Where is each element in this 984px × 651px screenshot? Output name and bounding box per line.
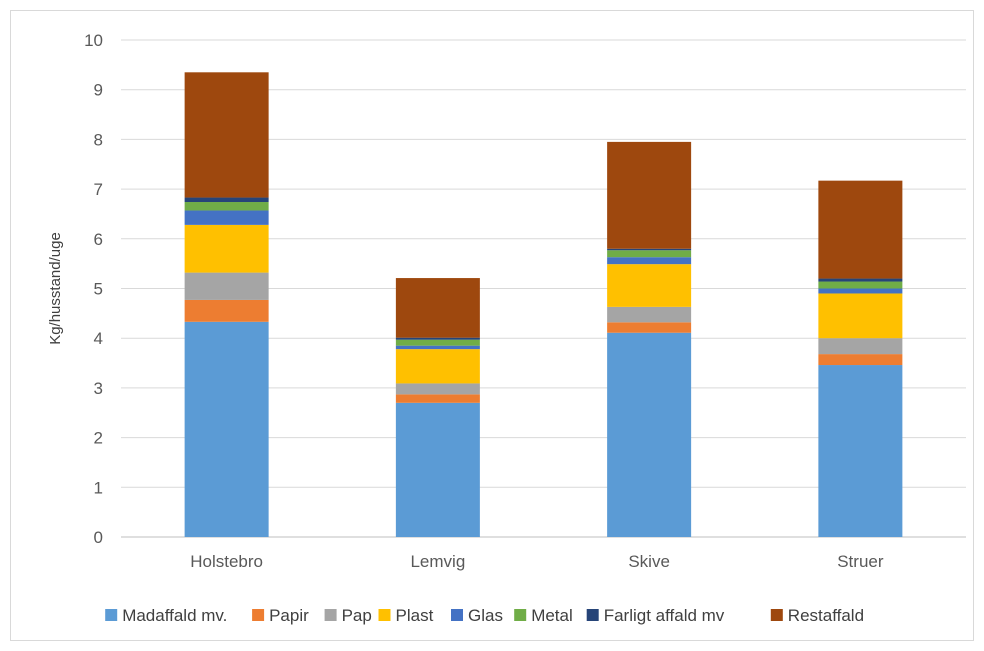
legend-item-pap: Pap bbox=[324, 606, 372, 625]
bar-segment-farligt-affald-mv-holstebro bbox=[184, 197, 269, 203]
legend-item-farligt-affald-mv: Farligt affald mv bbox=[586, 606, 725, 625]
bar-segment-papir-struer bbox=[818, 354, 903, 366]
bar-segment-restaffald-struer bbox=[818, 180, 903, 279]
legend-label: Papir bbox=[269, 606, 309, 625]
bar-segment-farligt-affald-mv-struer bbox=[818, 278, 903, 282]
bar-segment-metal-lemvig bbox=[395, 339, 480, 346]
legend-swatch bbox=[324, 609, 337, 621]
y-tick-label: 5 bbox=[94, 280, 103, 299]
y-axis-label: Kg/husstand/uge bbox=[47, 232, 64, 345]
bar-segment-plast-struer bbox=[818, 293, 903, 339]
legend-swatch bbox=[451, 609, 463, 621]
legend-label: Pap bbox=[342, 606, 372, 625]
bar-segment-pap-holstebro bbox=[184, 272, 269, 300]
bar-segment-restaffald-holstebro bbox=[184, 72, 269, 198]
y-axis-ticks: 0 1 2 3 4 5 6 7 8 9 10 bbox=[84, 31, 103, 547]
legend-item-papir: Papir bbox=[252, 606, 309, 625]
legend-swatch bbox=[378, 609, 391, 621]
x-axis-ticks: Holstebro Lemvig Skive Struer bbox=[190, 552, 884, 571]
bar-segment-metal-holstebro bbox=[184, 202, 269, 211]
legend-item-plast: Plast bbox=[378, 606, 434, 625]
y-tick-label: 8 bbox=[94, 130, 103, 149]
bar-segment-plast-skive bbox=[607, 264, 692, 307]
bar-segment-metal-struer bbox=[818, 281, 903, 289]
legend-swatch bbox=[770, 609, 783, 621]
legend-swatch bbox=[514, 609, 527, 621]
bar-segment-plast-holstebro bbox=[184, 224, 269, 273]
legend-swatch bbox=[105, 609, 118, 621]
bar-segment-glas-holstebro bbox=[184, 210, 269, 225]
legend-label: Plast bbox=[396, 606, 434, 625]
y-tick-label: 10 bbox=[84, 31, 103, 50]
chart-frame: 0 1 2 3 4 5 6 7 8 9 10 Holstebro Lemvig Skive Struer … bbox=[10, 10, 974, 641]
bar-segment-pap-lemvig bbox=[395, 383, 480, 395]
y-tick-label: 0 bbox=[94, 528, 103, 547]
y-tick-label: 7 bbox=[94, 180, 103, 199]
bar-segment-pap-skive bbox=[607, 306, 692, 323]
x-tick-label: Struer bbox=[837, 552, 884, 571]
legend-item-restaffald: Restaffald bbox=[770, 606, 864, 625]
x-tick-label: Skive bbox=[628, 552, 670, 571]
legend-item-metal: Metal bbox=[514, 606, 573, 625]
bar-segment-farligt-affald-mv-lemvig bbox=[395, 337, 480, 340]
legend-label: Farligt affald mv bbox=[604, 606, 725, 625]
y-tick-label: 3 bbox=[94, 379, 103, 398]
bar-segment-madaffald-mv-holstebro bbox=[184, 321, 269, 537]
bar-segment-papir-skive bbox=[607, 322, 692, 333]
legend-label: Glas bbox=[468, 606, 503, 625]
bar-segment-farligt-affald-mv-skive bbox=[607, 248, 692, 251]
legend-label: Madaffald mv. bbox=[122, 606, 227, 625]
bar-segment-plast-lemvig bbox=[395, 349, 480, 384]
bar-segment-glas-skive bbox=[607, 257, 692, 265]
legend-label: Metal bbox=[531, 606, 573, 625]
y-tick-label: 1 bbox=[94, 478, 103, 497]
bar-segment-restaffald-lemvig bbox=[395, 278, 480, 338]
bar-segment-restaffald-skive bbox=[607, 141, 692, 249]
legend-swatch bbox=[586, 609, 599, 621]
x-tick-label: Lemvig bbox=[410, 552, 465, 571]
bar-segment-metal-skive bbox=[607, 250, 692, 258]
y-tick-label: 9 bbox=[94, 81, 103, 100]
x-tick-label: Holstebro bbox=[190, 552, 263, 571]
legend: Madaffald mv. Papir Pap Plast Glas Metal Farli… bbox=[105, 606, 864, 625]
bar-segment-pap-struer bbox=[818, 338, 903, 355]
legend-item-glas: Glas bbox=[451, 606, 503, 625]
bar-segment-papir-holstebro bbox=[184, 299, 269, 322]
legend-item-madaffald-mv: Madaffald mv. bbox=[105, 606, 227, 625]
y-tick-label: 6 bbox=[94, 230, 103, 249]
bars bbox=[184, 72, 903, 537]
bar-segment-glas-lemvig bbox=[395, 345, 480, 350]
y-tick-label: 2 bbox=[94, 429, 103, 448]
bar-segment-madaffald-mv-struer bbox=[818, 365, 903, 537]
legend-swatch bbox=[252, 609, 265, 621]
y-tick-label: 4 bbox=[94, 329, 103, 348]
bar-segment-papir-lemvig bbox=[395, 394, 480, 403]
legend-label: Restaffald bbox=[788, 606, 864, 625]
bar-segment-glas-struer bbox=[818, 288, 903, 294]
bar-segment-madaffald-mv-lemvig bbox=[395, 402, 480, 537]
bar-segment-madaffald-mv-skive bbox=[607, 332, 692, 537]
